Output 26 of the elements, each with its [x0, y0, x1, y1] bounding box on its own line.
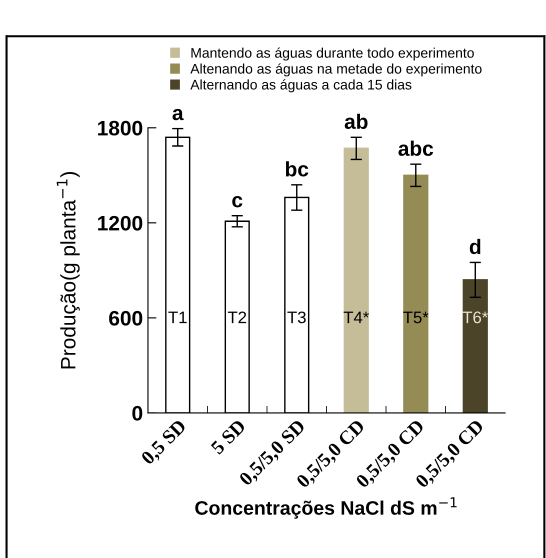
annotation: T5*: [403, 312, 428, 324]
y-axis-title: Produção(g planta$^{−1}$): [56, 172, 80, 368]
y-tick-label: 600: [109, 310, 142, 326]
data-label: ab: [344, 114, 368, 129]
legend-label: Alternando as águas a cada 15 dias: [190, 79, 412, 92]
legend-label: Mantendo as águas durante todo experimento: [191, 47, 474, 61]
y-tick-label: 0: [132, 406, 142, 421]
bar: [462, 279, 488, 413]
annotation: T1: [168, 312, 187, 324]
legend-label: Altenando as águas na metade do experimento: [190, 63, 482, 76]
x-axis-title: Concentrações NaCl dS m$^{−1}$: [195, 497, 457, 519]
x-tick-label: 0,5 SD: [140, 418, 189, 468]
data-label: bc: [286, 161, 308, 177]
annotation: T2: [228, 311, 246, 324]
data-label: abc: [398, 140, 434, 156]
annotation: T4*: [344, 312, 369, 324]
data-label: a: [172, 108, 184, 120]
bar: [344, 148, 369, 413]
y-tick-label: 1800: [98, 120, 142, 136]
annotation: T3: [287, 311, 306, 324]
bar: [403, 174, 428, 413]
data-label: c: [232, 196, 242, 208]
annotation: T6*: [462, 311, 488, 324]
data-label: d: [470, 238, 480, 254]
x-tick-label: 5 SD: [210, 418, 246, 455]
y-tick-label: 1200: [98, 216, 142, 231]
